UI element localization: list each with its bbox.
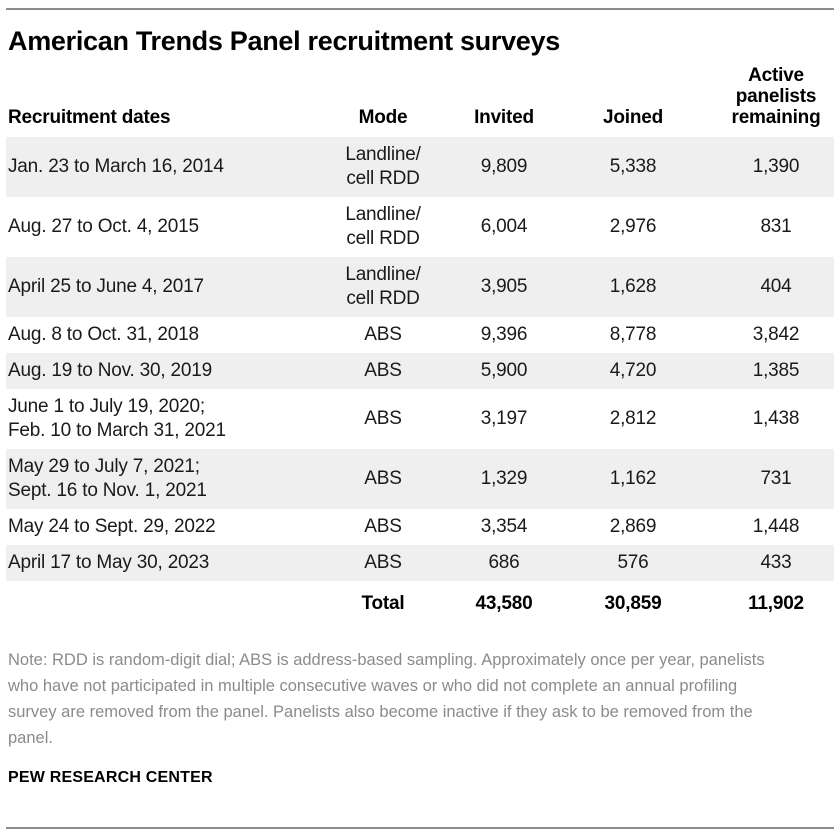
total-row: Total 43,580 30,859 11,902: [6, 581, 834, 623]
column-header-invited: Invited: [474, 107, 534, 128]
mode-cell: Landline/ cell RDD: [306, 257, 460, 317]
invited-cell: 6,004: [480, 216, 528, 237]
invited-cell: 5,900: [460, 353, 548, 389]
invited-cell: 686: [460, 545, 548, 581]
total-empty-cell: [6, 581, 306, 623]
table-row: May 24 to Sept. 29, 2022 ABS 3,354 2,869 1,4…: [6, 509, 834, 545]
table-row: Jan. 23 to March 16, 2014 Landline/ cell …: [6, 137, 834, 197]
mode-cell: Landline/ cell RDD: [345, 204, 421, 249]
mode-cell: ABS: [306, 449, 460, 509]
table-row: Aug. 27 to Oct. 4, 2015 Landline/ cell RD…: [6, 197, 834, 257]
joined-cell: 576: [548, 545, 718, 581]
remaining-cell: 1,448: [752, 516, 800, 537]
recruitment-table: Recruitment dates Mode Invited Joined Ac…: [6, 65, 834, 623]
joined-cell: 2,869: [609, 516, 657, 537]
remaining-cell: 831: [760, 216, 792, 237]
recruitment-dates-cell: Jan. 23 to March 16, 2014: [6, 137, 306, 197]
invited-cell: 3,354: [480, 516, 528, 537]
note-text: Note: RDD is random-digit dial; ABS is a…: [8, 651, 765, 747]
page-title: American Trends Panel recruitment survey…: [8, 26, 560, 56]
recruitment-dates-cell: May 29 to July 7, 2021; Sept. 16 to Nov.…: [6, 449, 306, 509]
joined-cell: 8,778: [609, 324, 657, 345]
joined-cell: 1,162: [548, 449, 718, 509]
remaining-cell: 731: [718, 449, 834, 509]
source-label: PEW RESEARCH CENTER: [8, 769, 213, 786]
bottom-rule: [6, 827, 834, 829]
remaining-cell: 3,842: [752, 324, 800, 345]
table-footer: Total 43,580 30,859 11,902: [6, 581, 834, 623]
mode-cell: ABS: [306, 353, 460, 389]
invited-cell: 3,197: [480, 408, 528, 429]
invited-cell: 9,396: [480, 324, 528, 345]
joined-cell: 4,720: [548, 353, 718, 389]
figure-page: { "title": "American Trends Panel recrui…: [0, 8, 840, 838]
total-joined: 30,859: [604, 593, 662, 614]
invited-cell: 3,905: [460, 257, 548, 317]
joined-cell: 5,338: [548, 137, 718, 197]
table-row: Aug. 19 to Nov. 30, 2019 ABS 5,900 4,720 1,3…: [6, 353, 834, 389]
total-remaining: 11,902: [748, 593, 804, 614]
remaining-cell: 1,390: [718, 137, 834, 197]
invited-cell: 9,809: [460, 137, 548, 197]
table-header: Recruitment dates Mode Invited Joined Ac…: [6, 65, 834, 137]
mode-cell: ABS: [364, 516, 402, 537]
column-header-recruitment-dates: Recruitment dates: [8, 107, 171, 128]
recruitment-dates-cell: June 1 to July 19, 2020; Feb. 10 to Marc…: [8, 396, 226, 441]
total-label: Total: [361, 593, 405, 614]
mode-cell: ABS: [306, 545, 460, 581]
total-invited: 43,580: [475, 593, 533, 614]
joined-cell: 1,628: [548, 257, 718, 317]
joined-cell: 2,976: [609, 216, 657, 237]
figure-frame: American Trends Panel recruitment survey…: [0, 8, 840, 787]
column-header-active-panelists-remaining: Active panelists remaining: [731, 65, 821, 128]
mode-cell: ABS: [364, 408, 402, 429]
recruitment-dates-cell: May 24 to Sept. 29, 2022: [8, 516, 216, 537]
header-row: Recruitment dates Mode Invited Joined Ac…: [6, 65, 834, 137]
joined-cell: 2,812: [609, 408, 657, 429]
remaining-cell: 1,385: [718, 353, 834, 389]
recruitment-dates-cell: Aug. 27 to Oct. 4, 2015: [8, 216, 199, 237]
table-row: April 25 to June 4, 2017 Landline/ cell R…: [6, 257, 834, 317]
table-row: Aug. 8 to Oct. 31, 2018 ABS 9,396 8,778 3,84…: [6, 317, 834, 353]
mode-cell: ABS: [364, 324, 402, 345]
top-rule: [6, 8, 834, 10]
column-header-joined: Joined: [602, 107, 664, 128]
column-header-mode: Mode: [358, 107, 408, 128]
table-row: June 1 to July 19, 2020; Feb. 10 to Marc…: [6, 389, 834, 449]
remaining-cell: 433: [718, 545, 834, 581]
remaining-cell: 1,438: [752, 408, 800, 429]
recruitment-dates-cell: April 17 to May 30, 2023: [6, 545, 306, 581]
mode-cell: Landline/ cell RDD: [306, 137, 460, 197]
recruitment-dates-cell: April 25 to June 4, 2017: [6, 257, 306, 317]
table-row: April 17 to May 30, 2023 ABS 686 576 433: [6, 545, 834, 581]
invited-cell: 1,329: [460, 449, 548, 509]
recruitment-dates-cell: Aug. 8 to Oct. 31, 2018: [8, 324, 199, 345]
remaining-cell: 404: [718, 257, 834, 317]
recruitment-dates-cell: Aug. 19 to Nov. 30, 2019: [6, 353, 306, 389]
table-row: May 29 to July 7, 2021; Sept. 16 to Nov.…: [6, 449, 834, 509]
table-body: Jan. 23 to March 16, 2014 Landline/ cell …: [6, 137, 834, 581]
